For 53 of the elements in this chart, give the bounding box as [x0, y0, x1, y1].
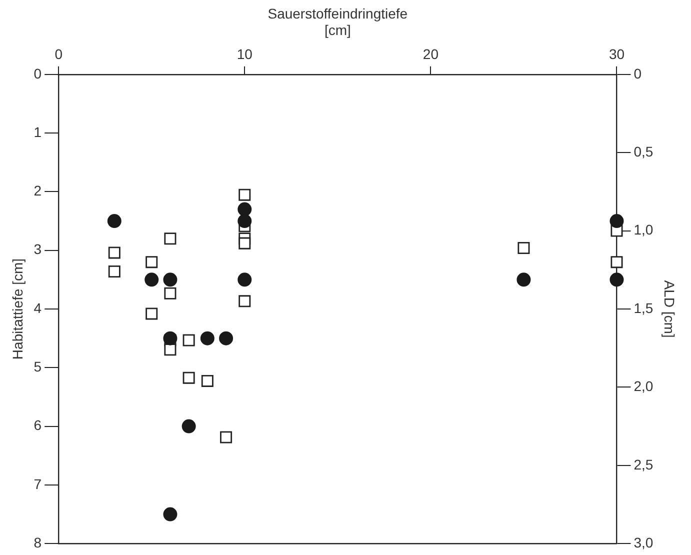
y-tick-label: 4 — [34, 300, 42, 316]
point — [610, 214, 624, 228]
point — [219, 331, 234, 346]
y-axis-title: Habitattiefe [cm] — [9, 258, 26, 360]
point — [201, 374, 214, 387]
point — [200, 331, 214, 346]
point — [238, 214, 252, 228]
point — [610, 256, 623, 268]
point — [516, 272, 531, 287]
x-axis-title: Sauerstoffeindringtiefe [cm] — [268, 5, 408, 38]
y2-tick-label: 0,5 — [634, 143, 654, 160]
point — [108, 265, 120, 278]
point — [146, 308, 158, 320]
point — [163, 331, 178, 346]
y2-tick-label: 2,0 — [634, 378, 654, 394]
y-tick-label: 1 — [34, 124, 42, 140]
y-tick-label: 2 — [34, 182, 42, 199]
x-tick-label: 0 — [54, 46, 63, 62]
point — [238, 202, 252, 216]
y2-tick-label: 3,0 — [634, 534, 654, 550]
point — [610, 272, 624, 287]
point — [164, 232, 176, 245]
point — [238, 188, 251, 201]
point — [108, 246, 120, 259]
point — [164, 344, 176, 356]
point — [238, 237, 251, 250]
x-tick-label: 10 — [236, 46, 253, 62]
point — [518, 242, 530, 254]
y2-axis-title: ALD [cm] — [662, 280, 678, 338]
x-tick-label: 20 — [422, 46, 439, 62]
y2-tick-label: 0 — [634, 65, 642, 82]
y-tick-label: 0 — [34, 65, 42, 82]
y2-tick-label: 1,0 — [634, 222, 654, 238]
y2-tick-label: 2,5 — [634, 456, 654, 472]
point — [220, 431, 232, 444]
y2-tick-label: 1,5 — [634, 300, 654, 316]
point — [182, 334, 195, 346]
y-tick-label: 7 — [34, 476, 42, 492]
point — [146, 256, 158, 268]
point — [182, 419, 196, 434]
point — [107, 214, 122, 228]
point — [144, 272, 159, 287]
point — [163, 507, 178, 522]
point — [238, 272, 252, 287]
y-tick-label: 6 — [34, 417, 42, 434]
point — [164, 287, 176, 300]
point — [163, 272, 178, 287]
x-tick-label: 30 — [608, 46, 625, 62]
point — [238, 295, 251, 308]
point — [182, 372, 195, 384]
y-tick-label: 5 — [34, 358, 42, 375]
y-tick-label: 3 — [34, 241, 42, 258]
y-tick-label: 8 — [34, 534, 42, 550]
